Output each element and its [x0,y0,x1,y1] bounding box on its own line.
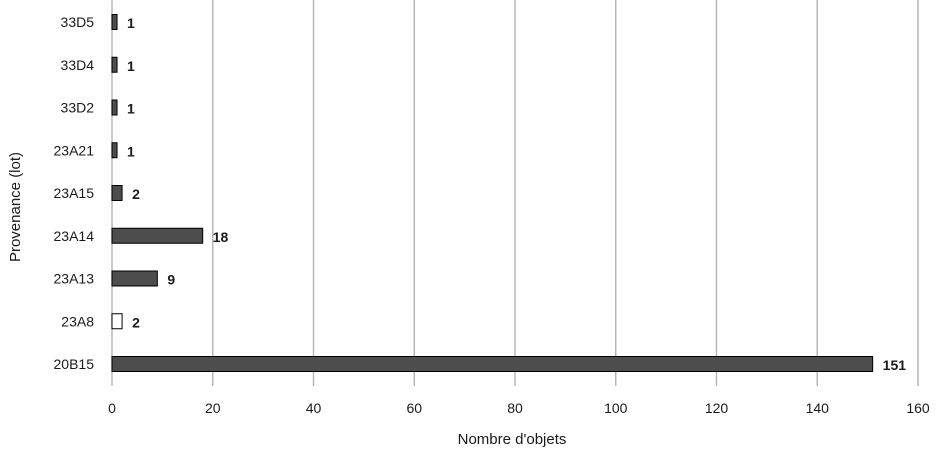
category-label-33D4: 33D4 [61,57,95,73]
x-axis-title: Nombre d'objets [458,431,567,448]
data-label-23A15: 2 [132,186,140,202]
bar-23A21 [111,142,118,159]
data-label-33D5: 1 [127,15,135,31]
x-tick-label-160: 160 [906,400,930,416]
bar-33D2 [111,99,118,116]
data-label-23A21: 1 [127,143,135,159]
x-tick-label-120: 120 [705,400,729,416]
bar-23A14 [111,227,204,244]
x-tick-label-100: 100 [604,400,628,416]
category-label-23A15: 23A15 [54,185,95,201]
category-label-23A21: 23A21 [54,142,95,158]
gridlines [111,0,919,386]
x-tick-label-0: 0 [108,400,116,416]
category-label-23A14: 23A14 [54,228,95,244]
category-label-33D5: 33D5 [61,14,95,30]
bar-33D4 [111,56,118,73]
data-labels: 1 1 1 1 2 18 9 2 151 [127,15,906,373]
x-tick-label-80: 80 [507,400,523,416]
category-label-23A13: 23A13 [54,271,95,287]
category-label-33D2: 33D2 [61,100,95,116]
data-label-33D4: 1 [127,58,135,74]
bar-23A13 [111,270,158,287]
bar-23A15 [111,185,123,201]
data-label-33D2: 1 [127,101,135,117]
x-tick-label-40: 40 [306,400,322,416]
category-label-20B15: 20B15 [54,356,95,372]
bar-33D5 [111,14,118,30]
data-label-23A13: 9 [167,272,175,288]
x-tick-labels: 0 20 40 60 80 100 120 140 160 [108,400,930,416]
category-label-23A8: 23A8 [61,313,94,329]
x-tick-label-20: 20 [205,400,221,416]
y-axis-title: Provenance (lot) [7,152,24,262]
bar-23A8 [111,313,123,330]
x-tick-label-140: 140 [806,400,830,416]
category-labels: 33D5 33D4 33D2 23A21 23A15 23A14 23A13 23A8 20B1… [54,14,95,372]
bar-20B15 [111,356,874,372]
data-label-20B15: 151 [883,357,907,373]
x-tick-label-60: 60 [406,400,422,416]
data-label-23A14: 18 [213,229,229,245]
bars [111,14,874,372]
data-label-23A8: 2 [132,314,140,330]
